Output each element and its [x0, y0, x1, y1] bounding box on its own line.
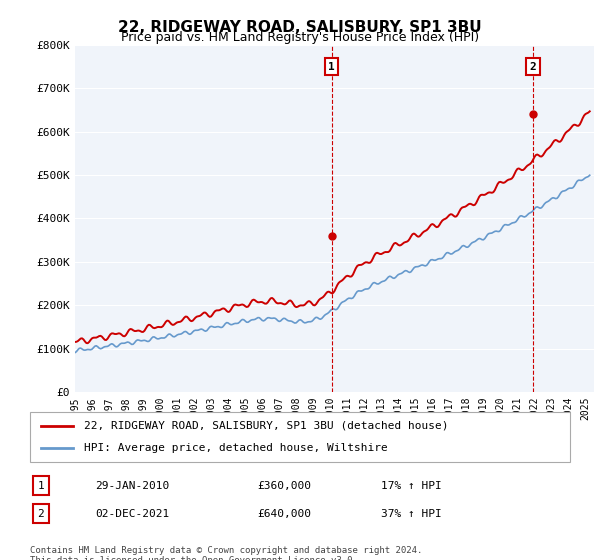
Text: 02-DEC-2021: 02-DEC-2021	[95, 509, 169, 519]
Text: 22, RIDGEWAY ROAD, SALISBURY, SP1 3BU (detached house): 22, RIDGEWAY ROAD, SALISBURY, SP1 3BU (d…	[84, 421, 449, 431]
Text: 22, RIDGEWAY ROAD, SALISBURY, SP1 3BU: 22, RIDGEWAY ROAD, SALISBURY, SP1 3BU	[118, 20, 482, 35]
Text: 2: 2	[37, 509, 44, 519]
Text: £640,000: £640,000	[257, 509, 311, 519]
Text: Price paid vs. HM Land Registry's House Price Index (HPI): Price paid vs. HM Land Registry's House …	[121, 31, 479, 44]
Text: 37% ↑ HPI: 37% ↑ HPI	[381, 509, 442, 519]
Text: 1: 1	[37, 481, 44, 491]
FancyBboxPatch shape	[30, 412, 570, 462]
Text: HPI: Average price, detached house, Wiltshire: HPI: Average price, detached house, Wilt…	[84, 443, 388, 453]
Text: 17% ↑ HPI: 17% ↑ HPI	[381, 481, 442, 491]
Text: 2: 2	[530, 62, 536, 72]
Text: £360,000: £360,000	[257, 481, 311, 491]
Text: Contains HM Land Registry data © Crown copyright and database right 2024.
This d: Contains HM Land Registry data © Crown c…	[30, 546, 422, 560]
Text: 1: 1	[328, 62, 335, 72]
Text: 29-JAN-2010: 29-JAN-2010	[95, 481, 169, 491]
